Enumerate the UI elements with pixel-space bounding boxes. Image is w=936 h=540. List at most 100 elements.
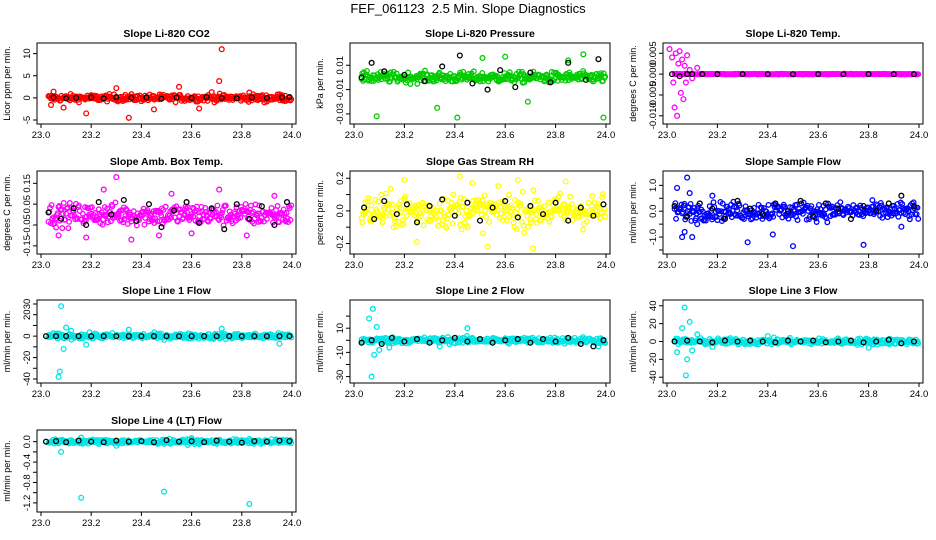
reference-point xyxy=(183,199,190,206)
reference-point xyxy=(497,67,504,74)
x-tick-label: 23.0 xyxy=(345,389,364,400)
y-tick-label: 5 xyxy=(22,73,33,78)
data-point xyxy=(910,199,917,206)
reference-point xyxy=(668,71,676,78)
data-point xyxy=(525,223,532,230)
data-point xyxy=(214,202,221,209)
y-axis-label: ml/min per min. xyxy=(2,311,12,373)
data-point xyxy=(79,210,86,217)
data-point xyxy=(222,202,229,209)
y-tick-label: -5 xyxy=(22,116,33,124)
plot-frame xyxy=(36,170,297,255)
outlier-point xyxy=(694,221,701,228)
reference-point xyxy=(83,221,90,229)
y-tick-label: 0.000 xyxy=(648,62,659,86)
reference-point xyxy=(100,439,107,446)
x-tick-label: 23.0 xyxy=(658,260,677,271)
x-tick-label: 23.2 xyxy=(395,389,414,400)
data-point xyxy=(411,212,418,219)
outlier-point xyxy=(373,323,380,331)
reference-point xyxy=(201,439,208,446)
data-point xyxy=(470,197,477,204)
reference-point xyxy=(489,204,496,211)
reference-point xyxy=(502,337,509,344)
reference-point xyxy=(456,52,463,59)
outlier-point xyxy=(744,239,751,246)
outlier-point xyxy=(60,345,67,353)
outlier-point xyxy=(434,104,441,111)
data-point xyxy=(817,206,824,213)
reference-point xyxy=(810,337,817,344)
x-tick-label: 23.2 xyxy=(82,518,101,529)
data-point xyxy=(588,202,595,209)
data-point xyxy=(673,215,680,222)
data-point xyxy=(837,199,844,206)
data-point xyxy=(420,222,427,229)
reference-point xyxy=(764,71,771,78)
data-point xyxy=(734,207,741,214)
reference-point xyxy=(238,439,245,446)
data-point xyxy=(66,200,73,206)
reference-point xyxy=(251,438,258,445)
reference-point xyxy=(42,333,50,340)
y-tick-label: -0.2 xyxy=(335,235,346,251)
outlier-point xyxy=(216,78,223,85)
outlier-point xyxy=(58,448,65,455)
panel-title: Slope Line 2 Flow xyxy=(436,285,526,297)
outlier-point xyxy=(176,83,183,90)
data-point xyxy=(601,206,608,213)
outlier-point xyxy=(769,231,776,238)
reference-point xyxy=(822,339,829,346)
reference-point xyxy=(577,204,584,211)
outlier-point xyxy=(246,89,253,96)
x-tick-label: 23.6 xyxy=(182,389,201,400)
data-point xyxy=(480,230,486,237)
reference-point xyxy=(502,198,509,205)
x-tick-label: 23.4 xyxy=(446,389,465,400)
reference-point xyxy=(512,84,519,91)
data-point xyxy=(877,199,884,206)
data-point xyxy=(375,198,382,205)
reference-point xyxy=(759,338,766,345)
data-point xyxy=(445,211,452,218)
outlier-point xyxy=(369,305,376,312)
x-tick-label: 23.8 xyxy=(546,389,565,400)
data-point xyxy=(486,218,493,225)
outlier-point xyxy=(671,104,678,111)
y-axis-label: ml/min per min. xyxy=(628,182,638,244)
y-tick-label: 0.0 xyxy=(22,435,33,448)
data-point xyxy=(287,216,294,223)
data-point xyxy=(387,185,394,192)
data-point xyxy=(548,213,555,220)
data-point xyxy=(378,191,385,198)
data-point xyxy=(379,219,386,226)
data-point xyxy=(464,224,471,231)
outlier-point xyxy=(562,178,569,185)
data-point xyxy=(880,340,887,347)
data-point xyxy=(470,68,477,75)
data-point xyxy=(541,203,548,210)
data-point xyxy=(403,212,410,219)
reference-point xyxy=(577,340,584,347)
panel-10: Slope Line 4 (LT) Flow 23.0 23.2 23.4 23.6 23… xyxy=(2,415,301,529)
panel-title: Slope Line 3 Flow xyxy=(749,285,839,297)
reference-point xyxy=(75,437,82,444)
plot-frame xyxy=(349,42,611,125)
data-point xyxy=(257,218,264,225)
data-point xyxy=(509,204,515,211)
outlier-point xyxy=(668,54,676,61)
data-point xyxy=(867,210,874,216)
data-point xyxy=(112,199,119,206)
reference-point xyxy=(58,215,65,222)
x-tick-label: 24.0 xyxy=(283,130,302,141)
reference-point xyxy=(772,339,779,346)
x-tick-label: 23.0 xyxy=(345,260,364,271)
outlier-point xyxy=(666,46,673,53)
reference-point xyxy=(873,338,880,345)
data-point xyxy=(709,214,716,221)
x-tick-label: 23.6 xyxy=(182,260,201,271)
reference-point xyxy=(784,208,792,215)
data-point xyxy=(503,217,510,224)
panel-1: Slope Li-820 CO2 23.0 23.2 23.4 23.6 23.8 24.0… xyxy=(2,28,301,141)
